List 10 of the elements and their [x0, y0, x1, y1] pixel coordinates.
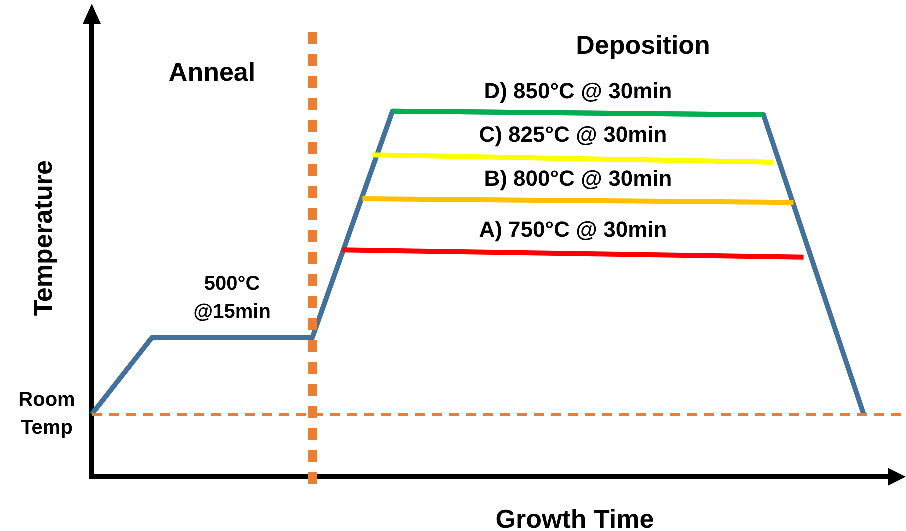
series-label: C) 825°C @ 30min	[479, 122, 668, 148]
text: Deposition	[576, 30, 710, 60]
series-label: A) 750°C @ 30min	[479, 217, 668, 242]
series-label: D) 850°C @ 30min	[484, 78, 672, 104]
text: Anneal	[168, 57, 256, 87]
y-axis-title: Temperature	[28, 160, 58, 316]
annotation: 500°C @15min	[194, 273, 271, 323]
ref-line-label: Room Temp	[18, 389, 76, 440]
x-axis-title: Growth Time	[496, 504, 654, 531]
series-label: B) 800°C @ 30min	[484, 166, 672, 191]
